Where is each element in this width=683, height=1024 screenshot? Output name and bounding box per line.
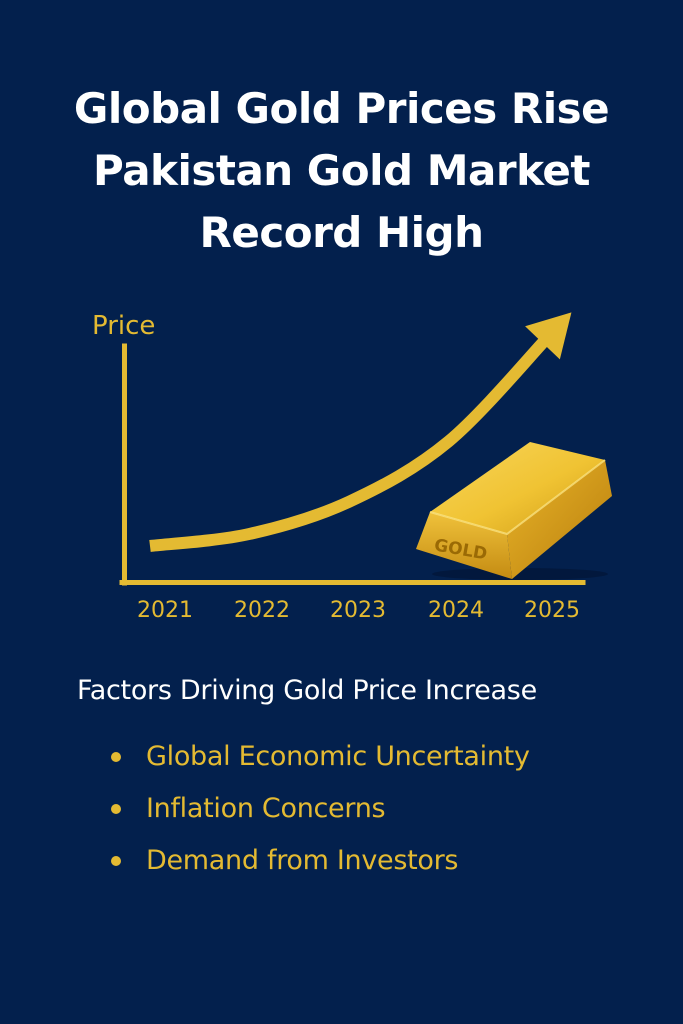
title-line-1: Global Gold Prices Rise <box>73 84 610 133</box>
list-item: Demand from Investors <box>108 839 648 891</box>
bullet-icon <box>111 804 121 814</box>
factor-text: Global Economic Uncertainty <box>146 741 530 772</box>
factor-text: Inflation Concerns <box>146 793 386 824</box>
x-tick-label: 2023 <box>330 598 386 623</box>
y-axis-label: Price <box>92 311 155 341</box>
title-line-2: Pakistan Gold Market <box>93 146 590 195</box>
x-tick-label: 2021 <box>137 598 193 623</box>
series-line <box>149 332 553 552</box>
x-tick-label: 2022 <box>234 598 290 623</box>
x-tick-labels: 2021 2022 2023 2024 2025 <box>137 598 580 623</box>
x-tick-label: 2025 <box>524 598 580 623</box>
list-item: Global Economic Uncertainty <box>108 735 648 787</box>
bullet-icon <box>111 856 121 866</box>
bullet-icon <box>111 752 121 762</box>
factors-heading: Factors Driving Gold Price Increase <box>77 675 537 706</box>
factors-list: Global Economic Uncertainty Inflation Co… <box>108 735 648 891</box>
x-tick-label: 2024 <box>428 598 484 623</box>
series-group <box>149 312 572 552</box>
gold-bar-icon: GOLD <box>416 442 612 580</box>
price-chart: Price 2021 2022 2023 2024 2025 GOLD <box>0 290 683 650</box>
title-line-3: Record High <box>199 208 485 257</box>
list-item: Inflation Concerns <box>108 787 648 839</box>
trend-arrow-icon <box>525 312 572 360</box>
page-title: Global Gold Prices Rise Pakistan Gold Ma… <box>0 78 683 264</box>
chart-svg: Price 2021 2022 2023 2024 2025 GOLD <box>92 311 612 623</box>
factor-text: Demand from Investors <box>146 845 459 876</box>
